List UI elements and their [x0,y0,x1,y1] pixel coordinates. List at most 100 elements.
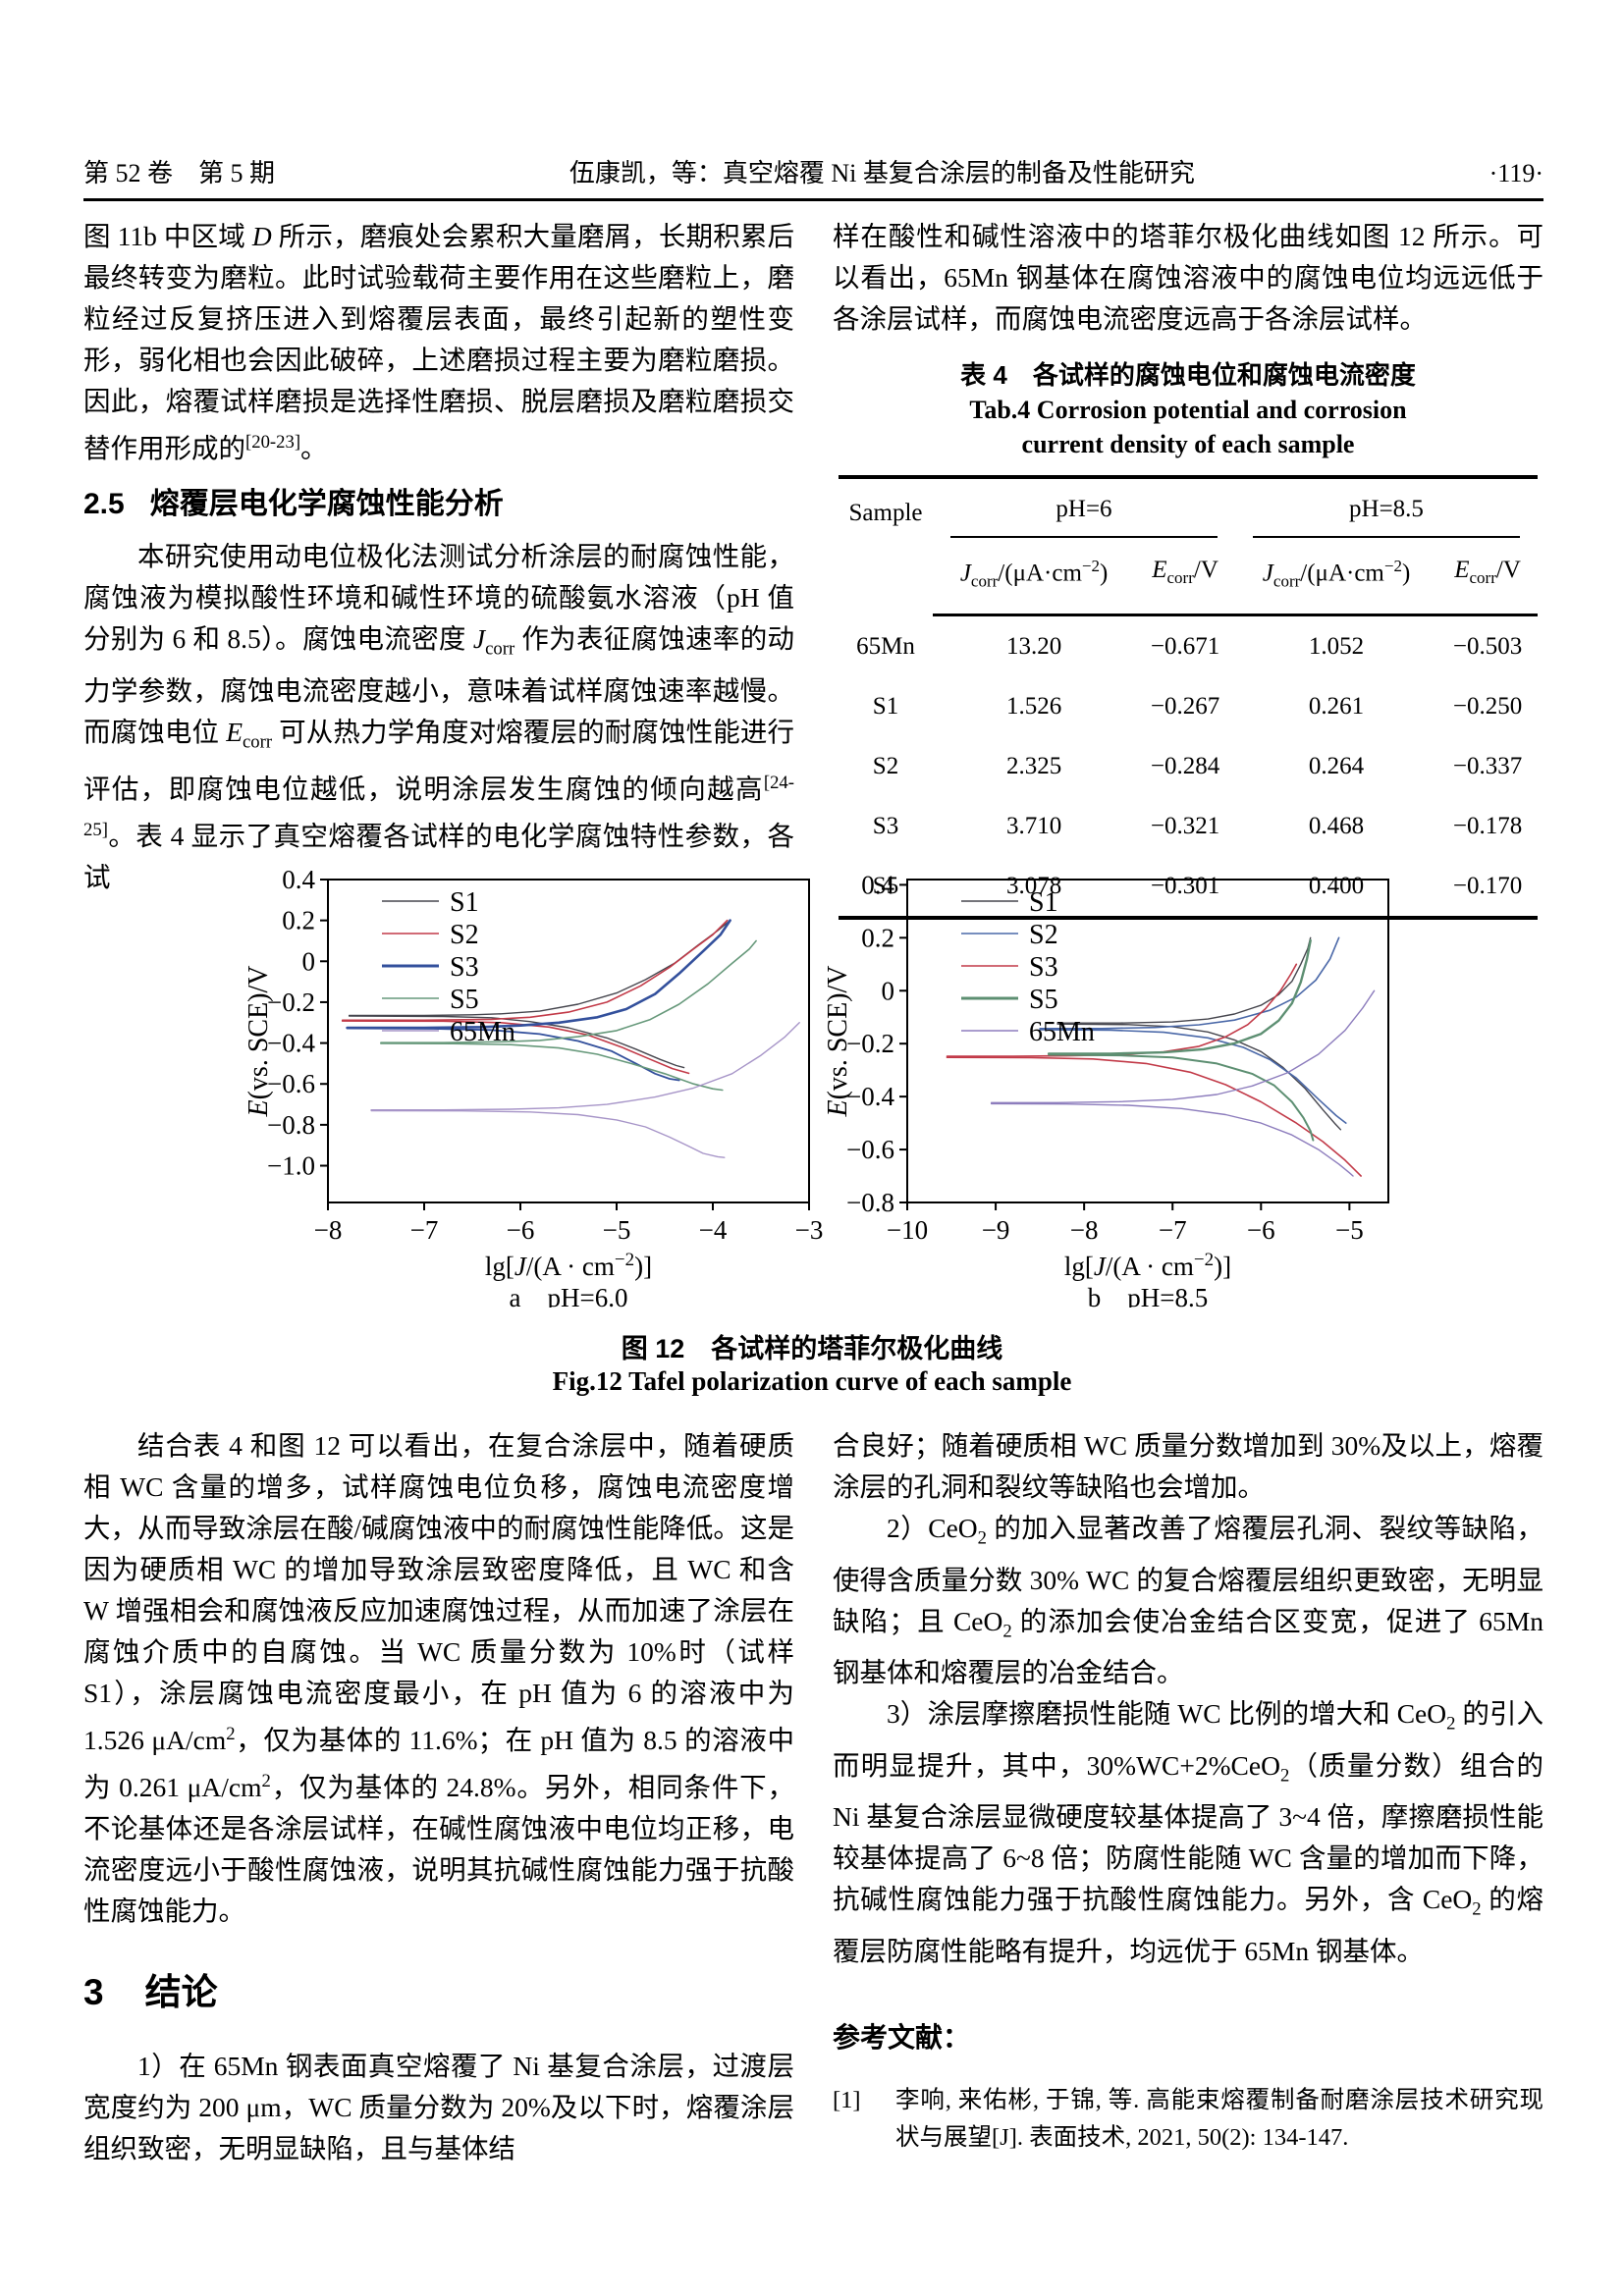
table-caption-zh: 表 4 各试样的腐蚀电位和腐蚀电流密度 [960,360,1416,390]
y-tick-label: −0.4 [846,1082,894,1111]
section-heading-3: 3 结论 [83,1969,794,2016]
section-heading-2-5: 2.5 熔覆层电化学腐蚀性能分析 [83,485,794,524]
table-cell: 13.20 [1005,633,1062,661]
series-S2-cathodic [1039,1029,1347,1124]
x-tick-label: −3 [795,1215,823,1245]
x-tick-label: −8 [1070,1215,1099,1245]
x-tick-label: −6 [1247,1215,1275,1245]
x-axis-label: lg[J/(A · cm−2)] [1064,1250,1231,1281]
table-row: S5 3.078 −0.301 0.400 −0.170 [839,856,1538,918]
x-tick-label: −9 [982,1215,1010,1245]
running-title: 伍康凯，等：真空熔覆 Ni 基复合涂层的制备及性能研究 [568,159,1195,187]
table-cell: −0.671 [1150,633,1220,661]
reference-number: [1] [833,2086,861,2113]
table-cell: S5 [872,873,899,900]
table-cell: −0.267 [1150,693,1220,721]
body-paragraph: 样在酸性和碱性溶液中的塔菲尔极化曲线如图 12 所示。可以看出，65Mn 钢基体… [833,221,1543,334]
table-cell: 0.261 [1308,693,1365,721]
conclusion-paragraph-1: 1）在 65Mn 钢表面真空熔覆了 Ni 基复合涂层，过渡层宽度约为 200 μ… [83,2051,794,2164]
section-number: 3 [83,1972,104,2013]
table-row: S1 1.526 −0.267 0.261 −0.250 [839,676,1538,736]
x-tick-label: −7 [1159,1215,1187,1245]
x-tick-label: −5 [603,1215,631,1245]
col-header-sample: Sample [848,500,923,526]
table-cell: 65Mn [856,632,915,660]
reference-text: 李响, 来佑彬, 于锦, 等. 高能束熔覆制备耐磨涂层技术研究现状与展望[J].… [895,2086,1543,2151]
body-paragraph: 本研究使用动电位极化法测试分析涂层的耐腐蚀性能，腐蚀液为模拟酸性环境和碱性环境的… [83,541,795,893]
table-row: S3 3.710 −0.321 0.468 −0.178 [839,796,1538,856]
references-heading: 参考文献： [833,2021,971,2053]
y-tick-label: 0.2 [282,906,315,935]
col-subheader-2: Jcorr/(μA·cm−2) [1234,538,1438,617]
conclusion-paragraph-3: 3）涂层摩擦磨损性能随 WC 比例的增大和 CeO2 的引入而明显提升，其中，3… [833,1698,1543,1966]
panel-label: b pH=8.5 [1088,1283,1208,1308]
table-cell: 1.526 [1005,693,1062,721]
section-number: 2.5 [83,488,125,521]
legend-label-S2: S2 [1029,920,1058,950]
table-cell: S1 [872,693,899,721]
legend-label-65Mn: 65Mn [1029,1017,1095,1047]
table-cell: 1.052 [1308,633,1365,661]
x-tick-label: −4 [699,1215,728,1245]
y-axis-label: E(vs. SCE)/V [244,965,274,1117]
plot-frame [906,879,1389,1203]
x-tick-label: −6 [507,1215,535,1245]
series-65Mn-cathodic [370,1109,726,1158]
series-S3-anodic [346,919,731,1030]
table-cell: −0.503 [1452,633,1523,661]
table-cell: −0.301 [1150,873,1220,900]
table-cell: S3 [872,813,899,840]
table-row: 65Mn 13.20 −0.671 1.052 −0.503 [839,615,1538,677]
table-cell: 2.325 [1005,753,1062,780]
table-cell: −0.250 [1452,693,1523,721]
table-cell: −0.170 [1452,873,1523,900]
series-S2-anodic [1039,936,1340,1030]
journal-volume-issue: 第 52 卷 第 5 期 [83,159,276,187]
y-tick-label: 0 [302,946,316,976]
legend-label-S5: S5 [450,985,479,1015]
series-S1-cathodic [1056,1023,1342,1131]
page-header: 第 52 卷 第 5 期 伍康凯，等：真空熔覆 Ni 基复合涂层的制备及性能研究… [83,153,1543,189]
legend-label-S1: S1 [450,887,479,918]
legend-label-S2: S2 [450,920,479,950]
conclusion-paragraph-2: 2）CeO2 的加入显著改善了熔覆层孔洞、裂纹等缺陷，使得含质量分数 30% W… [833,1513,1543,1687]
y-tick-label: 0.4 [861,870,894,899]
col-group-header-ph85: pH=8.5 [1235,477,1538,538]
y-tick-label: 0.4 [282,865,315,894]
figure-caption-zh: 图 12 各试样的塔菲尔极化曲线 [621,1334,1003,1363]
panel-label: a pH=6.0 [510,1283,628,1308]
legend-label-S1: S1 [1029,887,1058,918]
reference-item: [1] 李响, 来佑彬, 于锦, 等. 高能束熔覆制备耐磨涂层技术研究现状与展望… [833,2082,1543,2157]
table-caption-en-line2: current density of each sample [1021,430,1355,458]
header-rule [83,198,1543,201]
series-S1-anodic [348,919,731,1017]
y-tick-label: 0 [882,976,895,1005]
x-axis-label: lg[J/(A · cm−2)] [485,1250,652,1281]
series-S3-cathodic [946,1056,1362,1177]
corrosion-table: Sample pH=6 pH=8.5 Jcorr/(μA·cm−2) Ecorr/V Jc… [839,475,1538,921]
series-65Mn-anodic [990,989,1376,1104]
tafel-chart-ph6: −8 −7 −6 −5 −4 −3 0.4 0.2 0 −0.2 −0.4 −0.6 −0.8 −1.0 S… [244,865,823,1308]
col-subheader-3: Ecorr/V [1437,538,1538,617]
table-cell: −0.178 [1452,813,1523,840]
x-tick-label: −7 [410,1215,439,1245]
series-S1-anodic [1056,936,1312,1024]
series-S1-cathodic [348,1015,685,1069]
table-cell: −0.337 [1452,753,1523,780]
table-cell: 3.078 [1005,873,1062,900]
table-caption-en: Tab.4 Corrosion potential and corrosion … [833,393,1543,461]
col-group-header-ph6: pH=6 [933,477,1235,538]
x-tick-label: −10 [887,1215,928,1245]
y-tick-label: −0.4 [267,1029,315,1058]
section-title: 熔覆层电化学腐蚀性能分析 [149,488,504,521]
right-column-bottom: 合良好；随着硬质相 WC 质量分数增加到 30%及以上，熔覆涂层的孔洞和裂纹等缺… [833,1425,1543,2157]
series-S5-anodic [380,939,757,1043]
col-subheader-1: Ecorr/V [1135,538,1235,617]
col-subheader-0: Jcorr/(μA·cm−2) [933,538,1136,617]
table-row: S2 2.325 −0.284 0.264 −0.337 [839,736,1538,796]
legend-label-S5: S5 [1029,985,1058,1015]
y-tick-label: −0.2 [846,1029,894,1058]
table-cell: 3.710 [1005,813,1062,840]
table-caption-en-line1: Tab.4 Corrosion potential and corrosion [969,396,1407,424]
